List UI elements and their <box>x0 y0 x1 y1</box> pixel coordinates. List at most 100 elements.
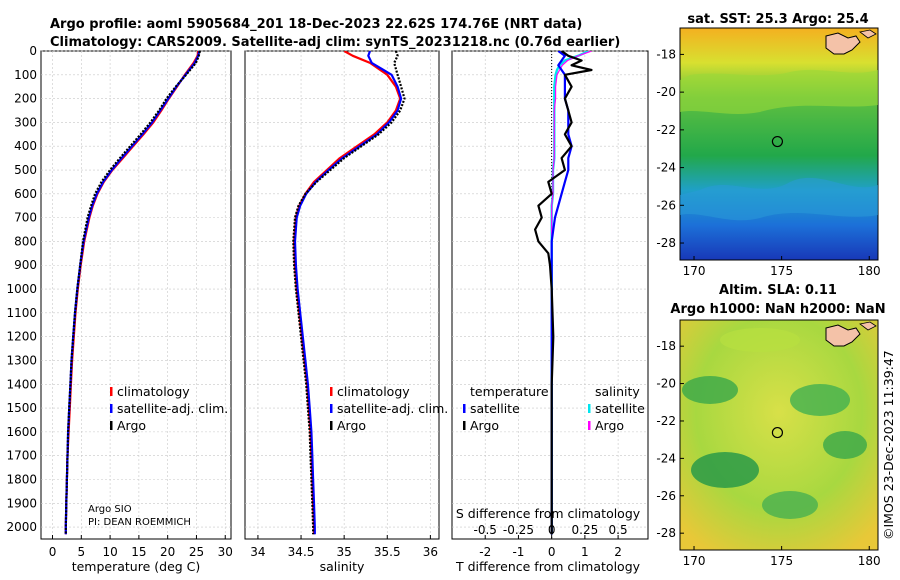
legend-satellite-label: satellite-adj. clim. <box>337 401 448 416</box>
s-difference-xlabel: S difference from climatology <box>456 506 641 521</box>
depth-tick-label: 300 <box>14 115 37 129</box>
sla-lon-ticks: 170 175 180 <box>683 546 881 568</box>
sst-profile-location-marker <box>771 135 784 148</box>
sla-island-small <box>859 321 877 331</box>
difference-legend: temperature satellite Argo salinity sate… <box>463 384 645 433</box>
difference-t-x-ticks: -2 -1 0 1 2 <box>479 535 622 559</box>
legend-s-argo-swatch <box>588 421 591 430</box>
depth-tick-label: 1000 <box>6 282 37 296</box>
s-tick-label: -0.25 <box>503 523 534 537</box>
legend-argo-swatch <box>330 421 333 430</box>
salinity-series <box>292 51 406 535</box>
s-tick-label: 0.5 <box>609 523 628 537</box>
sst-map-title: sat. SST: 25.3 Argo: 25.4 <box>687 12 868 27</box>
difference-panel: -2 -1 0 1 2 -0.5 -0.25 0 0.25 0.5 T difference f… <box>451 50 649 574</box>
lat-tick-label: -22 <box>656 414 676 428</box>
temperature-satellite-line <box>64 51 201 535</box>
depth-tick-label: 1200 <box>6 330 37 344</box>
depth-tick-labels: 0 100 200 300 400 500 600 700 800 900 1000 1100 1200… <box>6 44 37 534</box>
x-tick-label: 20 <box>160 545 175 559</box>
x-tick-label: 0 <box>49 545 57 559</box>
depth-tick-label: 200 <box>14 92 37 106</box>
x-tick-label: 25 <box>189 545 204 559</box>
legend-temperature-heading: temperature <box>470 384 549 399</box>
x-tick-label: 10 <box>102 545 117 559</box>
legend-argo-swatch <box>110 421 113 430</box>
lat-tick-label: -26 <box>656 198 676 212</box>
salinity-grid <box>245 50 439 539</box>
legend-t-argo-swatch <box>463 421 466 430</box>
depth-tick-label: 1800 <box>6 472 37 486</box>
sla-profile-location-marker <box>771 426 784 439</box>
salinity-panel: 34 34.5 35 35.5 36 salinity climatology sate… <box>244 50 448 574</box>
temperature-x-ticks: 0 5 10 15 20 25 30 <box>49 535 233 559</box>
lat-tick-label: -28 <box>656 526 676 540</box>
depth-tick-label: 800 <box>14 234 37 248</box>
difference-s-x-ticks: -0.5 -0.25 0 0.25 0.5 <box>474 523 628 537</box>
sla-low-5 <box>762 491 818 519</box>
x-tick-label: 0 <box>548 545 556 559</box>
x-tick-label: 30 <box>218 545 233 559</box>
legend-satellite-label: satellite-adj. clim. <box>117 401 228 416</box>
lat-tick-label: -24 <box>656 161 676 175</box>
salinity-legend: climatology satellite-adj. clim. Argo <box>330 384 448 433</box>
t-argo-line <box>533 51 593 535</box>
salinity-xlabel: salinity <box>320 559 365 574</box>
temperature-legend: climatology satellite-adj. clim. Argo <box>110 384 228 433</box>
salinity-x-ticks: 34 34.5 35 35.5 36 <box>250 535 438 559</box>
x-tick-label: 34 <box>250 545 265 559</box>
depth-tick-label: 1600 <box>6 425 37 439</box>
legend-satellite-swatch <box>110 404 113 413</box>
legend-s-argo-label: Argo <box>595 418 624 433</box>
depth-tick-label: 400 <box>14 139 37 153</box>
depth-tick-label: 900 <box>14 258 37 272</box>
depth-tick-label: 1400 <box>6 377 37 391</box>
lat-tick-label: -20 <box>656 85 676 99</box>
x-tick-label: 35.5 <box>374 545 401 559</box>
sla-lat-ticks: -18 -20 -22 -24 -26 -28 <box>656 339 684 540</box>
imos-stamp: ©IMOS 23-Dec-2023 11:39:47 <box>881 350 896 540</box>
x-tick-label: -1 <box>512 545 524 559</box>
sla-low-4 <box>823 431 867 459</box>
sla-low-3 <box>691 452 759 488</box>
difference-panel-frame <box>451 50 649 540</box>
sst-map: sat. SST: 25.3 Argo: 25.4 -18 -20 -22 -24 -2… <box>656 12 880 278</box>
lat-tick-label: -24 <box>656 451 676 465</box>
lat-tick-label: -26 <box>656 489 676 503</box>
temperature-argo-line <box>64 51 201 535</box>
sla-map: Altim. SLA: 0.11 Argo h1000: NaN h2000: … <box>656 283 885 568</box>
depth-tick-label: 500 <box>14 163 37 177</box>
x-tick-label: 2 <box>614 545 622 559</box>
s-tick-label: 0 <box>548 523 556 537</box>
lat-tick-label: -22 <box>656 123 676 137</box>
lon-tick-label: 170 <box>683 554 706 568</box>
x-tick-label: 5 <box>77 545 85 559</box>
temperature-xlabel: temperature (deg C) <box>72 559 201 574</box>
depth-tick-label: 1100 <box>6 306 37 320</box>
legend-salinity-heading: salinity <box>595 384 640 399</box>
legend-s-satellite-swatch <box>588 404 591 413</box>
sst-lon-ticks: 170 175 180 <box>683 256 881 278</box>
depth-tick-label: 700 <box>14 211 37 225</box>
sla-low-1 <box>682 376 738 404</box>
argo-pi: PI: DEAN ROEMMICH <box>88 517 191 528</box>
temperature-grid <box>41 50 231 539</box>
temperature-panel-frame <box>40 50 232 540</box>
sla-island-fiji <box>825 324 861 347</box>
depth-tick-label: 1300 <box>6 353 37 367</box>
sst-cool-band <box>680 177 878 221</box>
depth-tick-label: 1500 <box>6 401 37 415</box>
x-tick-label: -2 <box>479 545 491 559</box>
difference-series <box>533 51 593 539</box>
legend-t-satellite-label: satellite <box>470 401 520 416</box>
legend-satellite-swatch <box>330 404 333 413</box>
temperature-series <box>64 51 201 535</box>
lon-tick-label: 170 <box>683 264 706 278</box>
lat-tick-label: -28 <box>656 236 676 250</box>
legend-s-satellite-label: satellite <box>595 401 645 416</box>
depth-tick-label: 0 <box>29 44 37 58</box>
sla-map-title-line2: Argo h1000: NaN h2000: NaN <box>670 302 885 317</box>
legend-climatology-swatch <box>330 387 333 396</box>
legend-t-satellite-swatch <box>463 404 466 413</box>
